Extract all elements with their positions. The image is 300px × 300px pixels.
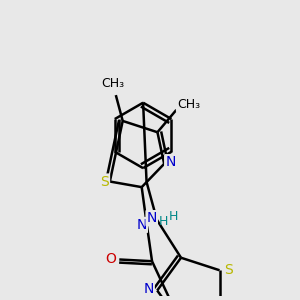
Text: N: N: [136, 218, 147, 232]
Text: N: N: [146, 211, 157, 225]
Text: H: H: [159, 215, 168, 228]
Text: H: H: [169, 210, 178, 223]
Text: N: N: [165, 155, 176, 169]
Text: CH₃: CH₃: [177, 98, 200, 111]
Text: S: S: [100, 175, 109, 188]
Text: N: N: [143, 282, 154, 296]
Text: O: O: [105, 253, 116, 266]
Text: CH₃: CH₃: [101, 76, 124, 89]
Text: S: S: [224, 263, 233, 277]
